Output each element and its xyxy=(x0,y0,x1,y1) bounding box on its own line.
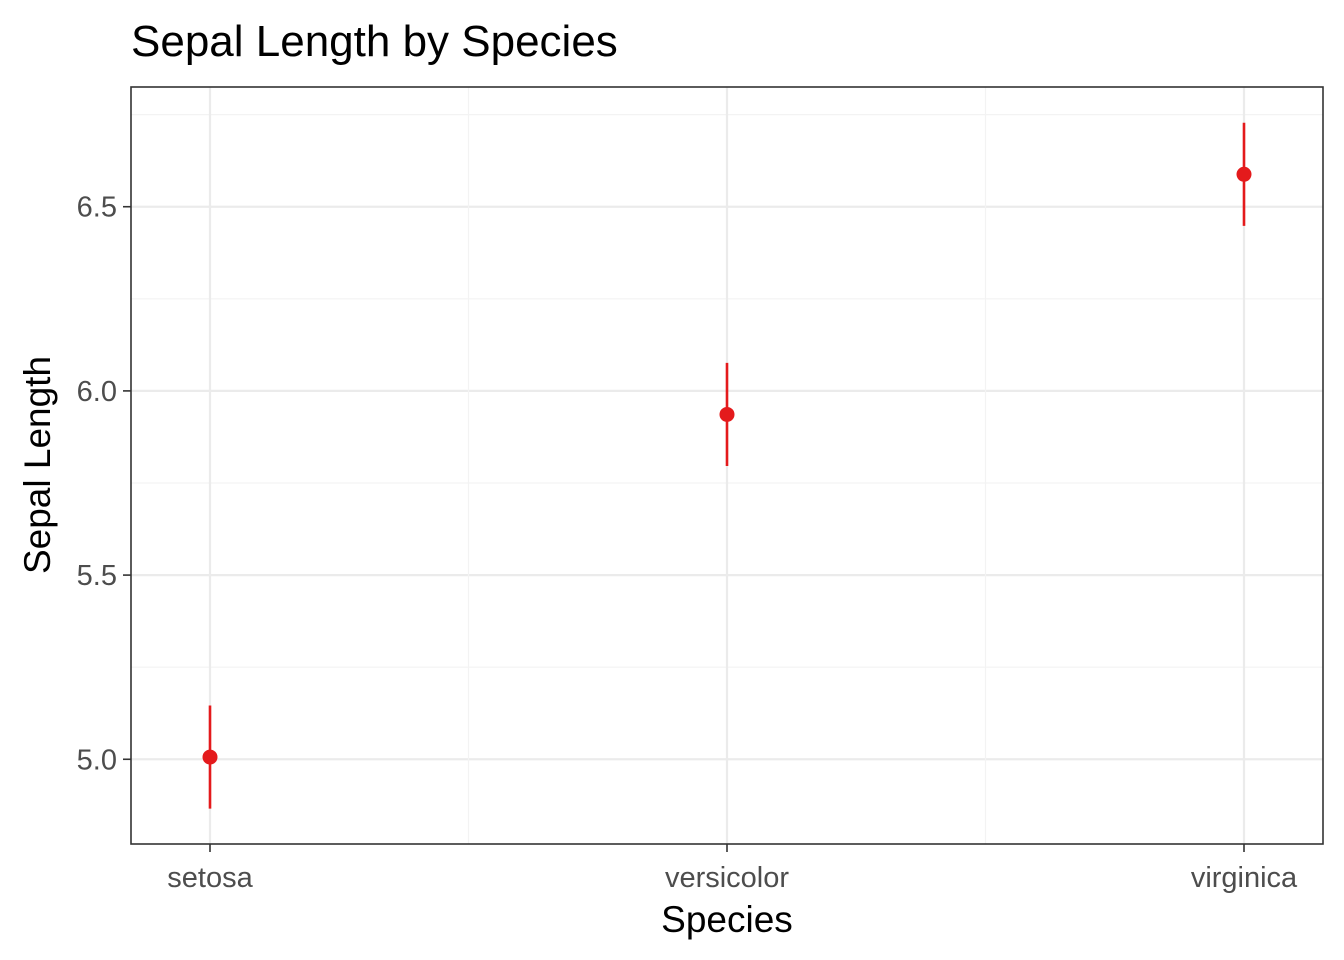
y-tick-label: 6.5 xyxy=(77,192,117,224)
x-tick-label: versicolor xyxy=(665,862,789,894)
data-point xyxy=(719,406,735,422)
y-axis-title: Sepal Length xyxy=(17,356,58,574)
x-axis-title: Species xyxy=(661,899,793,940)
axes: 5.0 5.5 6.0 6.5 setosa versicolor virginica xyxy=(77,192,1298,894)
x-tick-label: virginica xyxy=(1191,862,1298,894)
y-tick-label: 5.5 xyxy=(77,560,117,592)
data-point xyxy=(1236,166,1252,182)
data-point xyxy=(202,749,218,765)
x-tick-label: setosa xyxy=(167,862,253,894)
y-tick-label: 5.0 xyxy=(77,744,117,776)
data-marks xyxy=(202,122,1252,809)
y-tick-label: 6.0 xyxy=(77,376,117,408)
chart-title: Sepal Length by Species xyxy=(131,17,618,66)
